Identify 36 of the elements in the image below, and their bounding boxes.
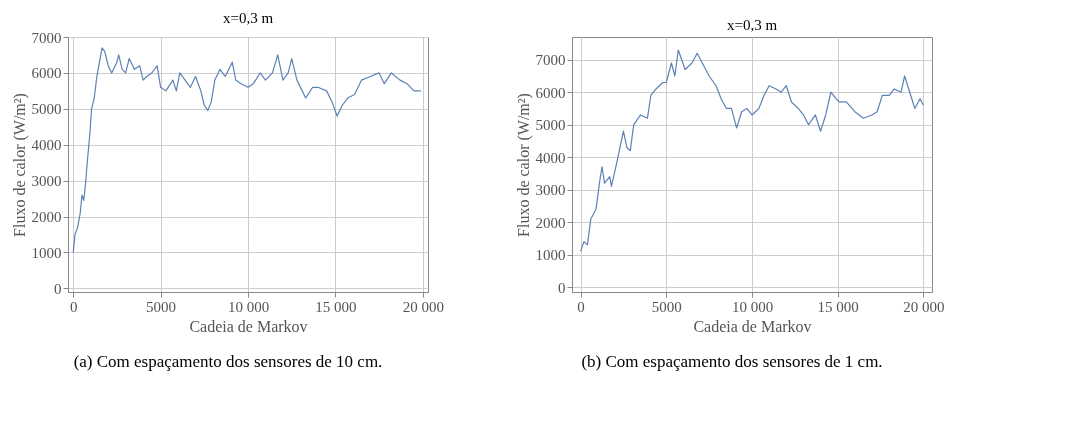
x-axis-title: Cadeia de Markov: [693, 317, 812, 335]
y-tick-label: 3000: [31, 173, 62, 190]
y-tick-label: 0: [54, 280, 62, 297]
x-tick-label: 20 000: [402, 298, 444, 315]
x-axis-title: Cadeia de Markov: [189, 317, 308, 335]
y-tick-label: 7000: [535, 52, 566, 69]
y-tick-label: 1000: [535, 247, 566, 264]
x-tick-label: 15 000: [315, 298, 357, 315]
chart-title: x=0,3 m: [726, 17, 778, 33]
x-tick-label: 10 000: [227, 298, 270, 315]
y-tick-label: 3000: [535, 182, 566, 199]
y-tick-label: 6000: [535, 84, 566, 101]
line-series: [579, 49, 925, 252]
x-tick-label: 15 000: [817, 298, 859, 315]
y-tick-label: 5000: [31, 101, 62, 118]
x-tick-label: 5000: [146, 298, 177, 315]
y-tick-label: 4000: [535, 149, 566, 166]
y-tick-label: 7000: [31, 29, 62, 46]
x-tick-label: 0: [577, 298, 585, 315]
y-tick-label: 0: [558, 279, 566, 296]
x-tick-label: 0: [69, 298, 78, 315]
x-tick-label: 20 000: [903, 298, 945, 315]
chart-title: x=0,3 m: [222, 10, 274, 26]
text: (b) Com espaçamento dos sensores de 1 cm.: [581, 352, 883, 371]
y-tick-label: 1000: [31, 244, 62, 261]
y-tick-label: 6000: [31, 65, 62, 82]
y-tick-label: 2000: [31, 209, 62, 226]
y-axis-title: Fluxo de calor (W/m²): [514, 93, 533, 237]
y-tick-label: 5000: [535, 117, 566, 134]
x-tick-label: 10 000: [731, 298, 774, 315]
line-series: [72, 47, 422, 254]
y-tick-label: 2000: [535, 214, 566, 231]
y-tick-label: 4000: [31, 137, 62, 154]
x-tick-label: 5000: [651, 298, 682, 315]
text: (a) Com espaçamento dos sensores de 10 cm.: [73, 352, 383, 371]
y-axis-title: Fluxo de calor (W/m²): [10, 93, 29, 237]
